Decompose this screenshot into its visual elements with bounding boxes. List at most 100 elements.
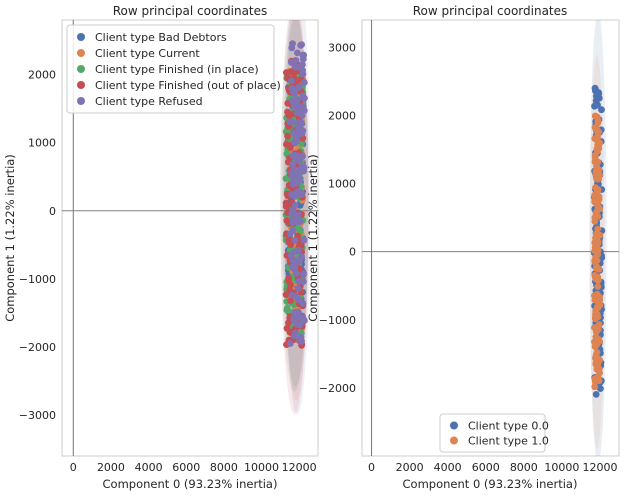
y-tick-label: −1000 bbox=[319, 314, 356, 327]
data-point bbox=[592, 97, 600, 104]
data-point bbox=[300, 106, 308, 113]
data-point bbox=[291, 192, 299, 200]
x-tick-label: 2000 bbox=[396, 461, 424, 474]
data-point bbox=[593, 297, 600, 304]
legend-item-client-type-finished-out-of-place: Client type Finished (out of place) bbox=[77, 79, 281, 92]
data-point bbox=[293, 108, 301, 116]
x-tick-label: 12000 bbox=[282, 461, 317, 474]
legend: Client type Bad Debtors Client type Curre… bbox=[66, 24, 281, 114]
data-point bbox=[294, 119, 302, 126]
legend-item-client-type-bad-debtors: Client type Bad Debtors bbox=[77, 31, 227, 44]
data-point bbox=[598, 106, 605, 114]
ticks-layer: 0 2000 4000 6000 8000 10000 12000 −2000 −1000 0 10… bbox=[319, 41, 618, 474]
data-point bbox=[591, 375, 599, 383]
data-point bbox=[288, 77, 296, 85]
data-point bbox=[592, 307, 600, 314]
data-point bbox=[592, 234, 599, 242]
data-point bbox=[592, 313, 599, 321]
chart-title: Row principal coordinates bbox=[413, 4, 568, 18]
y-axis-label: Component 1 (1.22% inertia) bbox=[3, 154, 17, 322]
legend-label: Client type Refused bbox=[95, 95, 203, 108]
legend-marker bbox=[77, 65, 85, 73]
data-point bbox=[300, 79, 308, 86]
data-point bbox=[591, 84, 599, 92]
data-point bbox=[292, 329, 299, 337]
legend-marker bbox=[450, 436, 458, 445]
data-point bbox=[594, 335, 602, 343]
legend-box bbox=[66, 24, 275, 114]
data-point bbox=[591, 112, 599, 120]
legend-label: Client type 1.0 bbox=[468, 435, 549, 448]
legend-label: Client type Finished (out of place) bbox=[95, 79, 281, 92]
y-tick-label: −2000 bbox=[19, 341, 56, 354]
data-point bbox=[592, 184, 599, 191]
series-client-type-refused bbox=[286, 40, 308, 347]
series-client-type-1-0 bbox=[591, 112, 604, 391]
data-point bbox=[594, 203, 602, 211]
data-point bbox=[294, 313, 301, 321]
data-point bbox=[287, 58, 295, 66]
x-tick-label: 10000 bbox=[244, 461, 279, 474]
data-point bbox=[291, 236, 299, 244]
x-tick-label: 10000 bbox=[544, 461, 579, 474]
data-point bbox=[593, 263, 600, 271]
y-tick-label: −3000 bbox=[19, 409, 56, 422]
data-point bbox=[289, 207, 297, 214]
legend-item-client-type-current: Client type Current bbox=[77, 47, 200, 60]
data-points bbox=[280, 20, 311, 415]
ticks-layer: 0 2000 4000 6000 8000 10000 12000−3000−2000−10… bbox=[19, 69, 317, 475]
data-point bbox=[295, 211, 303, 219]
data-point bbox=[591, 244, 599, 251]
y-tick-label: 1000 bbox=[328, 178, 356, 191]
legend-marker bbox=[77, 97, 85, 105]
data-point bbox=[298, 112, 306, 119]
data-point bbox=[298, 253, 305, 261]
legend-item-client-type-1-0: Client type 1.0 bbox=[450, 435, 549, 448]
legend-label: Client type 0.0 bbox=[468, 420, 549, 433]
data-point bbox=[591, 324, 598, 331]
x-tick-label: 4000 bbox=[434, 461, 462, 474]
y-tick-label: 0 bbox=[49, 205, 56, 218]
data-point bbox=[298, 191, 305, 199]
data-point bbox=[282, 175, 290, 183]
legend-marker bbox=[77, 81, 85, 89]
legend-item-client-type-finished-in-place: Client type Finished (in place) bbox=[77, 63, 259, 76]
data-point bbox=[594, 283, 602, 290]
data-point bbox=[291, 201, 299, 209]
data-point bbox=[285, 236, 292, 244]
data-point bbox=[288, 84, 296, 92]
data-point bbox=[284, 132, 291, 140]
data-point bbox=[591, 383, 599, 391]
data-point bbox=[592, 391, 600, 398]
left-chart-panel: Row principal coordinates Component 0 (9… bbox=[3, 4, 319, 491]
data-point bbox=[289, 256, 296, 264]
data-point bbox=[299, 61, 306, 68]
data-point bbox=[295, 246, 302, 254]
data-point bbox=[291, 139, 298, 147]
legend: Client type 0.0 Client type 1.0 bbox=[439, 413, 549, 453]
data-point bbox=[286, 230, 294, 238]
data-point bbox=[295, 174, 302, 182]
y-tick-label: 0 bbox=[349, 246, 356, 259]
legend-marker bbox=[450, 421, 458, 430]
data-point bbox=[592, 167, 600, 175]
data-point bbox=[299, 55, 307, 63]
data-point bbox=[294, 285, 302, 292]
legend-label: Client type Bad Debtors bbox=[95, 31, 227, 44]
y-tick-label: 2000 bbox=[28, 69, 56, 82]
data-point bbox=[300, 236, 308, 244]
data-point bbox=[293, 321, 301, 328]
data-points bbox=[589, 20, 607, 456]
x-axis-label: Component 0 (93.23% inertia) bbox=[103, 477, 278, 491]
legend-label: Client type Finished (in place) bbox=[95, 63, 259, 76]
data-point bbox=[292, 133, 300, 141]
data-point bbox=[592, 351, 600, 359]
legend-marker bbox=[77, 49, 85, 57]
data-point bbox=[292, 270, 300, 277]
data-point bbox=[295, 308, 302, 316]
x-tick-label: 2000 bbox=[97, 461, 125, 474]
data-point bbox=[289, 160, 296, 168]
data-point bbox=[593, 195, 600, 203]
data-point bbox=[287, 297, 294, 304]
